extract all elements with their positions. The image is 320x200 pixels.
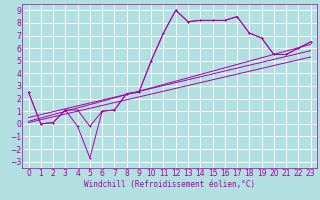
- X-axis label: Windchill (Refroidissement éolien,°C): Windchill (Refroidissement éolien,°C): [84, 180, 255, 189]
